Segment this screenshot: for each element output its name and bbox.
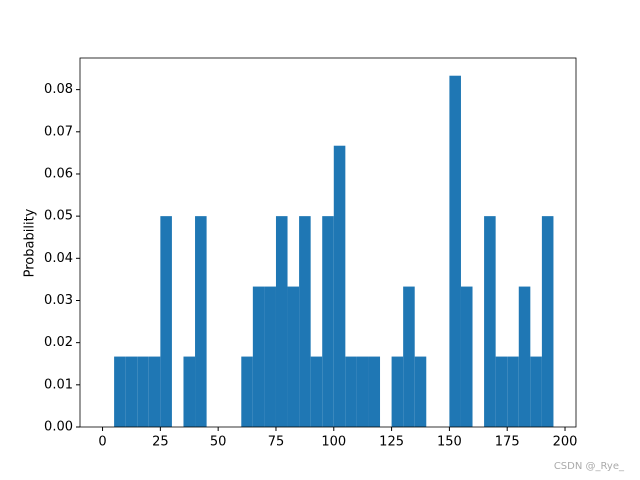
y-tick-label: 0.03 — [44, 293, 73, 308]
plot-frame — [79, 57, 577, 428]
y-tick-label: 0.02 — [44, 335, 73, 350]
bar — [241, 356, 253, 427]
bar — [264, 286, 276, 427]
bar — [287, 286, 300, 427]
bar — [299, 216, 311, 427]
x-tick-label: 75 — [268, 435, 285, 450]
y-tick-label: 0.06 — [44, 166, 73, 181]
bar — [114, 356, 126, 427]
bar — [345, 356, 357, 427]
x-tick-label: 200 — [553, 435, 578, 450]
y-tick-label: 0.05 — [44, 209, 73, 224]
bar — [391, 356, 404, 427]
x-tick-label: 100 — [321, 435, 346, 450]
y-tick-label: 0.01 — [44, 377, 73, 392]
bar — [460, 286, 473, 427]
bar — [356, 356, 369, 427]
watermark: CSDN @_Rye_ — [554, 461, 625, 472]
bar — [414, 356, 427, 427]
bar — [507, 356, 519, 427]
bar — [195, 216, 207, 427]
bar — [541, 216, 554, 427]
x-tick-label: 50 — [210, 435, 227, 450]
bar — [368, 356, 381, 427]
bar — [183, 356, 196, 427]
x-tick-label: 25 — [152, 435, 169, 450]
bar — [484, 216, 496, 427]
x-tick-label: 0 — [98, 435, 106, 450]
y-tick-label: 0.08 — [44, 82, 73, 97]
y-axis-label: Probability — [23, 208, 38, 277]
bar — [518, 286, 531, 427]
bar — [310, 356, 323, 427]
bar — [275, 216, 288, 427]
bar — [137, 356, 149, 427]
x-tick-label: 150 — [437, 435, 462, 450]
y-tick-label: 0.07 — [44, 124, 73, 139]
bar — [322, 216, 334, 427]
x-tick-label: 175 — [495, 435, 520, 450]
bar — [530, 356, 542, 427]
bar — [252, 286, 265, 427]
bar — [495, 356, 508, 427]
bar — [403, 286, 415, 427]
bar — [333, 145, 346, 428]
bar — [148, 356, 161, 427]
bar — [160, 216, 172, 427]
x-tick-label: 125 — [379, 435, 404, 450]
bar — [125, 356, 138, 427]
bar — [449, 75, 461, 427]
y-tick-label: 0.00 — [44, 420, 73, 435]
y-tick-label: 0.04 — [44, 251, 73, 266]
